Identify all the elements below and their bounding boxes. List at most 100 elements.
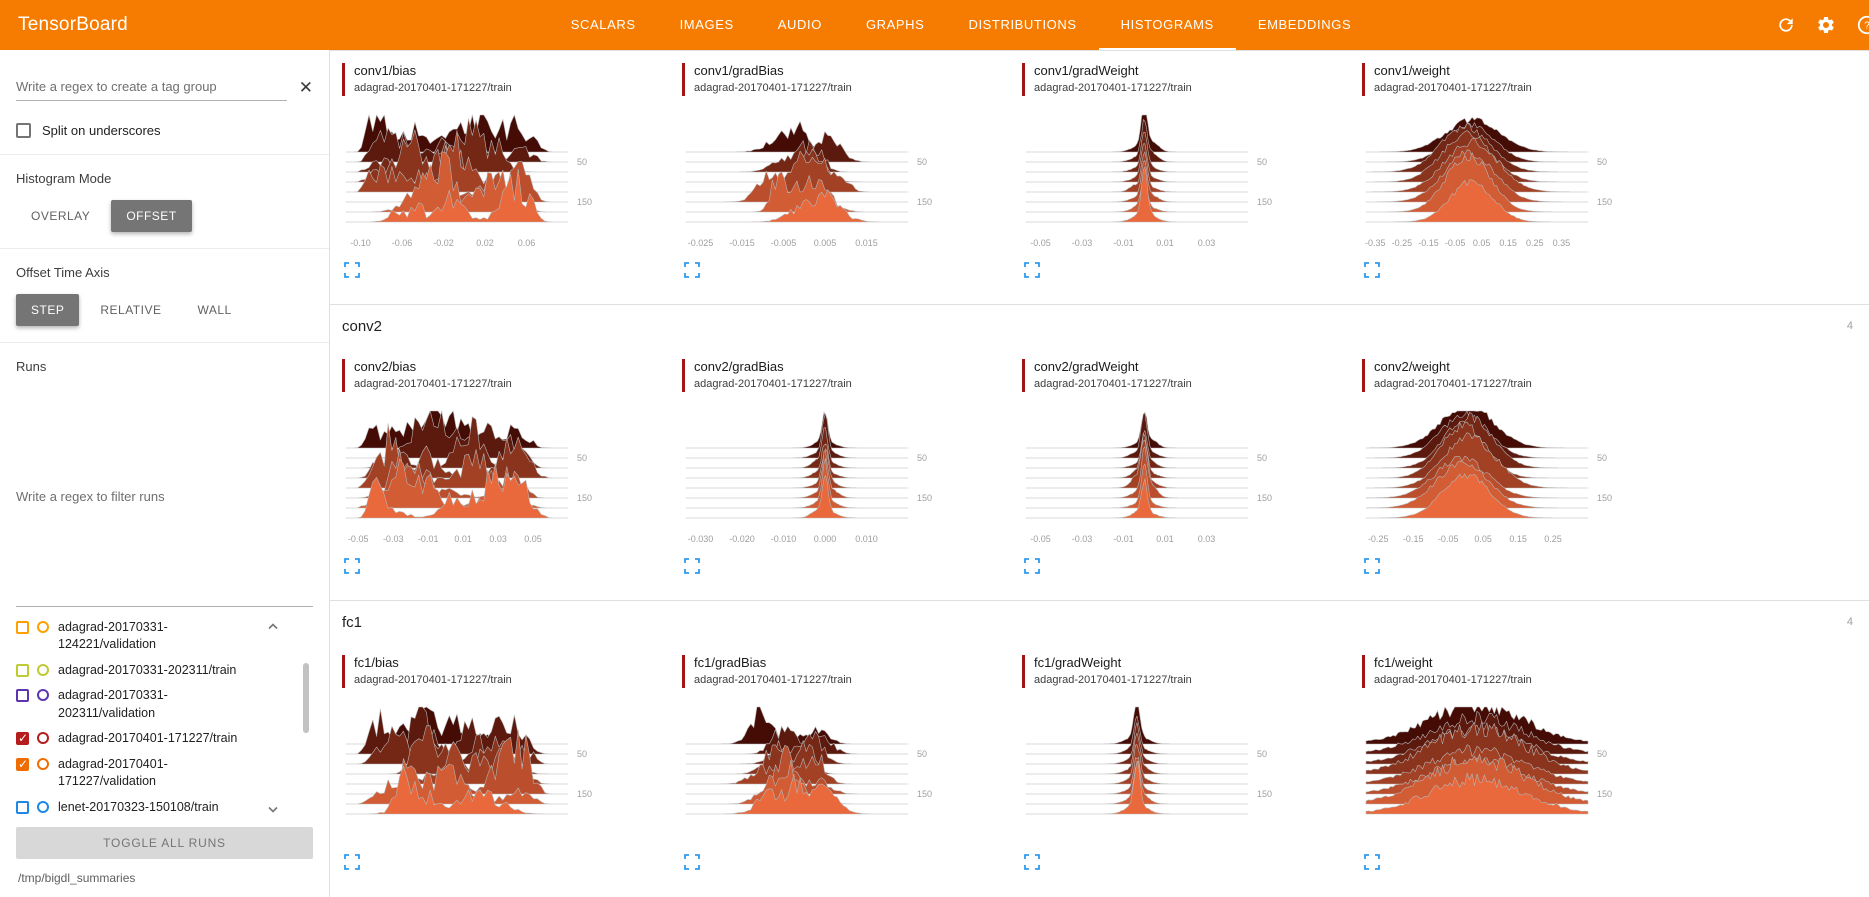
nav-tab-embeddings[interactable]: EMBEDDINGS	[1257, 17, 1352, 32]
svg-text:-0.01: -0.01	[1113, 238, 1134, 248]
svg-text:-0.025: -0.025	[688, 238, 714, 248]
run-list-item[interactable]: ✓ adagrad-20170331-202311/train	[16, 658, 313, 684]
svg-text:0.06: 0.06	[518, 238, 536, 248]
offset-button[interactable]: OFFSET	[111, 200, 192, 232]
scrollbar-thumb[interactable]	[303, 662, 309, 733]
card-run-name: adagrad-20170401-171227/train	[354, 82, 512, 94]
card-run-name: adagrad-20170401-171227/train	[1374, 674, 1532, 686]
histogram-mode-group: Histogram Mode OVERLAY OFFSET	[0, 155, 329, 249]
nav-tab-audio[interactable]: AUDIO	[777, 17, 822, 32]
log-dir-path: /tmp/bigdl_summaries	[18, 871, 136, 885]
svg-text:0.35: 0.35	[1553, 238, 1571, 248]
run-checkbox[interactable]: ✓	[16, 689, 29, 702]
histogram-ridgeline-chart: 50 150	[1365, 706, 1612, 815]
card-run-name: adagrad-20170401-171227/train	[1374, 82, 1532, 94]
card-run-name: adagrad-20170401-171227/train	[694, 82, 852, 94]
run-list-item[interactable]: ✓ adagrad-20170401-171227/train	[16, 726, 313, 752]
tag-filter-group: ✕ Split on underscores	[0, 50, 329, 155]
expand-icon[interactable]	[1024, 854, 1040, 870]
svg-text:0.03: 0.03	[1198, 238, 1216, 248]
run-list-item[interactable]: ✓ adagrad-20170401-171227/validation	[16, 752, 313, 795]
relative-button[interactable]: RELATIVE	[100, 303, 162, 317]
svg-text:-0.01: -0.01	[418, 534, 439, 544]
svg-text:0.01: 0.01	[1156, 534, 1174, 544]
svg-text:150: 150	[1257, 493, 1272, 503]
run-checkbox[interactable]: ✓	[16, 731, 29, 745]
nav-tab-images[interactable]: IMAGES	[679, 17, 734, 32]
expand-icon[interactable]	[344, 854, 360, 870]
histogram-ridgeline-chart: 50 150 -0.025 -0.015 -0.005 0.005 0.015	[685, 121, 932, 248]
run-color-marker	[1022, 63, 1025, 96]
refresh-icon[interactable]	[1776, 15, 1796, 35]
svg-text:50: 50	[917, 453, 927, 463]
svg-text:150: 150	[577, 789, 592, 799]
expand-icon[interactable]	[684, 262, 700, 278]
expand-icon[interactable]	[684, 854, 700, 870]
nav-tab-histograms[interactable]: HISTOGRAMS	[1099, 0, 1236, 50]
run-list-item[interactable]: ✓ adagrad-20170331-124221/validation	[16, 615, 313, 658]
histogram-card: conv2/gradWeight adagrad-20170401-171227…	[1022, 359, 1354, 574]
settings-icon[interactable]	[1816, 15, 1836, 35]
svg-text:0.02: 0.02	[476, 238, 494, 248]
checkbox-icon	[16, 123, 31, 138]
close-icon[interactable]: ✕	[298, 78, 313, 97]
svg-text:0.010: 0.010	[855, 534, 878, 544]
step-button[interactable]: STEP	[16, 294, 80, 326]
expand-icon[interactable]	[1364, 854, 1380, 870]
run-checkbox[interactable]: ✓	[16, 800, 29, 814]
tag-regex-input[interactable]	[16, 74, 287, 101]
run-color-circle-icon	[37, 732, 49, 744]
histogram-card: conv2/bias adagrad-20170401-171227/train…	[342, 359, 674, 574]
scroll-up-icon[interactable]	[267, 617, 279, 635]
svg-text:50: 50	[577, 453, 587, 463]
run-list-item[interactable]: ✓ lenet-20170323-150108/train	[16, 795, 313, 821]
svg-text:0.05: 0.05	[1473, 238, 1491, 248]
svg-text:-0.05: -0.05	[1030, 238, 1051, 248]
nav-tab-graphs[interactable]: GRAPHS	[865, 17, 925, 32]
run-checkbox[interactable]: ✓	[16, 663, 29, 677]
histogram-mode-label: Histogram Mode	[16, 171, 112, 186]
run-checkbox[interactable]: ✓	[16, 757, 29, 771]
help-icon[interactable]: ?	[1856, 14, 1869, 36]
nav-tab-distributions[interactable]: DISTRIBUTIONS	[968, 17, 1077, 32]
histogram-card: fc1/weight adagrad-20170401-171227/train…	[1362, 655, 1694, 870]
svg-text:150: 150	[917, 197, 932, 207]
histogram-card: fc1/bias adagrad-20170401-171227/train 5…	[342, 655, 674, 870]
run-checkbox[interactable]: ✓	[16, 620, 29, 634]
card-tag-title: fc1/gradWeight	[1034, 655, 1122, 670]
scroll-down-icon[interactable]	[267, 801, 279, 819]
expand-icon[interactable]	[684, 558, 700, 574]
section-header[interactable]: conv2 4	[342, 305, 1869, 347]
run-label: adagrad-20170331-124221/validation	[58, 619, 168, 652]
card-run-name: adagrad-20170401-171227/train	[354, 674, 512, 686]
svg-text:-0.030: -0.030	[688, 534, 714, 544]
svg-text:50: 50	[1257, 453, 1267, 463]
histogram-ridgeline-chart: 50 150 -0.35 -0.25 -0.15 -0.05 0.05 0.15 0.25 0.3…	[1365, 117, 1612, 248]
section-name: fc1	[342, 613, 363, 631]
wall-button[interactable]: WALL	[197, 303, 232, 317]
expand-icon[interactable]	[344, 262, 360, 278]
expand-icon[interactable]	[1364, 558, 1380, 574]
svg-text:150: 150	[577, 493, 592, 503]
expand-icon[interactable]	[1364, 262, 1380, 278]
overlay-button[interactable]: OVERLAY	[31, 209, 91, 223]
histogram-ridgeline-chart: 50 150 -0.05 -0.03 -0.01 0.01 0.03 0.05	[345, 410, 592, 544]
toggle-all-runs-button[interactable]: TOGGLE ALL RUNS	[16, 827, 313, 859]
expand-icon[interactable]	[344, 558, 360, 574]
run-list-item[interactable]: ✓ adagrad-20170331-202311/validation	[16, 683, 313, 726]
expand-icon[interactable]	[1024, 262, 1040, 278]
svg-text:0.015: 0.015	[855, 238, 878, 248]
run-list-item[interactable]: ✓ lenet-20170323-150108/validation	[16, 820, 313, 821]
section-header[interactable]: fc1 4	[342, 601, 1869, 643]
split-underscores-label: Split on underscores	[42, 123, 161, 138]
runs-filter-input[interactable]	[16, 388, 313, 607]
card-tag-title: fc1/weight	[1374, 655, 1433, 670]
split-underscores-checkbox[interactable]: Split on underscores	[16, 123, 313, 138]
nav-tab-scalars[interactable]: SCALARS	[570, 17, 636, 32]
svg-text:0.05: 0.05	[1474, 534, 1492, 544]
expand-icon[interactable]	[1024, 558, 1040, 574]
card-tag-title: conv2/gradBias	[694, 359, 784, 374]
svg-text:0.15: 0.15	[1499, 238, 1517, 248]
histogram-card: conv2/weight adagrad-20170401-171227/tra…	[1362, 359, 1694, 574]
svg-text:-0.005: -0.005	[771, 238, 797, 248]
